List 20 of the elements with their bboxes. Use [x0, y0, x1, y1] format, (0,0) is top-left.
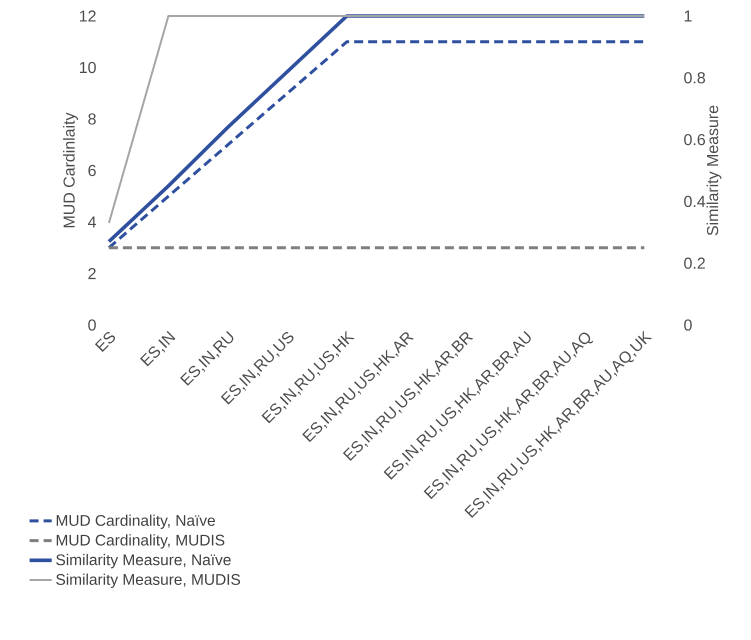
y-tick-label: 6: [88, 164, 96, 176]
y-tick-label: 4: [88, 216, 96, 228]
legend-label: MUD Cardinality, Naïve: [56, 514, 215, 529]
legend-label: Similarity Measure, MUDIS: [56, 574, 240, 588]
y-tick-label: 12: [80, 10, 96, 22]
y2-tick-label: 0: [684, 319, 692, 331]
y-tick-label: 10: [80, 62, 96, 74]
y-axis-title: MUD Cardinlaity: [63, 112, 78, 228]
y2-tick-label: 0.2: [684, 258, 705, 269]
x-tick-label: ES: [94, 332, 115, 352]
y2-tick-label: 0.8: [684, 72, 705, 84]
y2-tick-label: 0.4: [684, 196, 706, 208]
y2-axis-title: Similarity Measure: [706, 106, 722, 236]
y2-tick-label: 1: [684, 10, 692, 22]
y-tick-label: 8: [88, 113, 96, 125]
y2-tick-label: 0.6: [684, 134, 705, 146]
y-tick-label: 2: [88, 268, 96, 280]
legend-label: MUD Cardinality, MUDIS: [56, 534, 224, 549]
legend-label: Similarity Measure, Naïve: [56, 554, 231, 568]
y-tick-label: 0: [88, 319, 96, 331]
